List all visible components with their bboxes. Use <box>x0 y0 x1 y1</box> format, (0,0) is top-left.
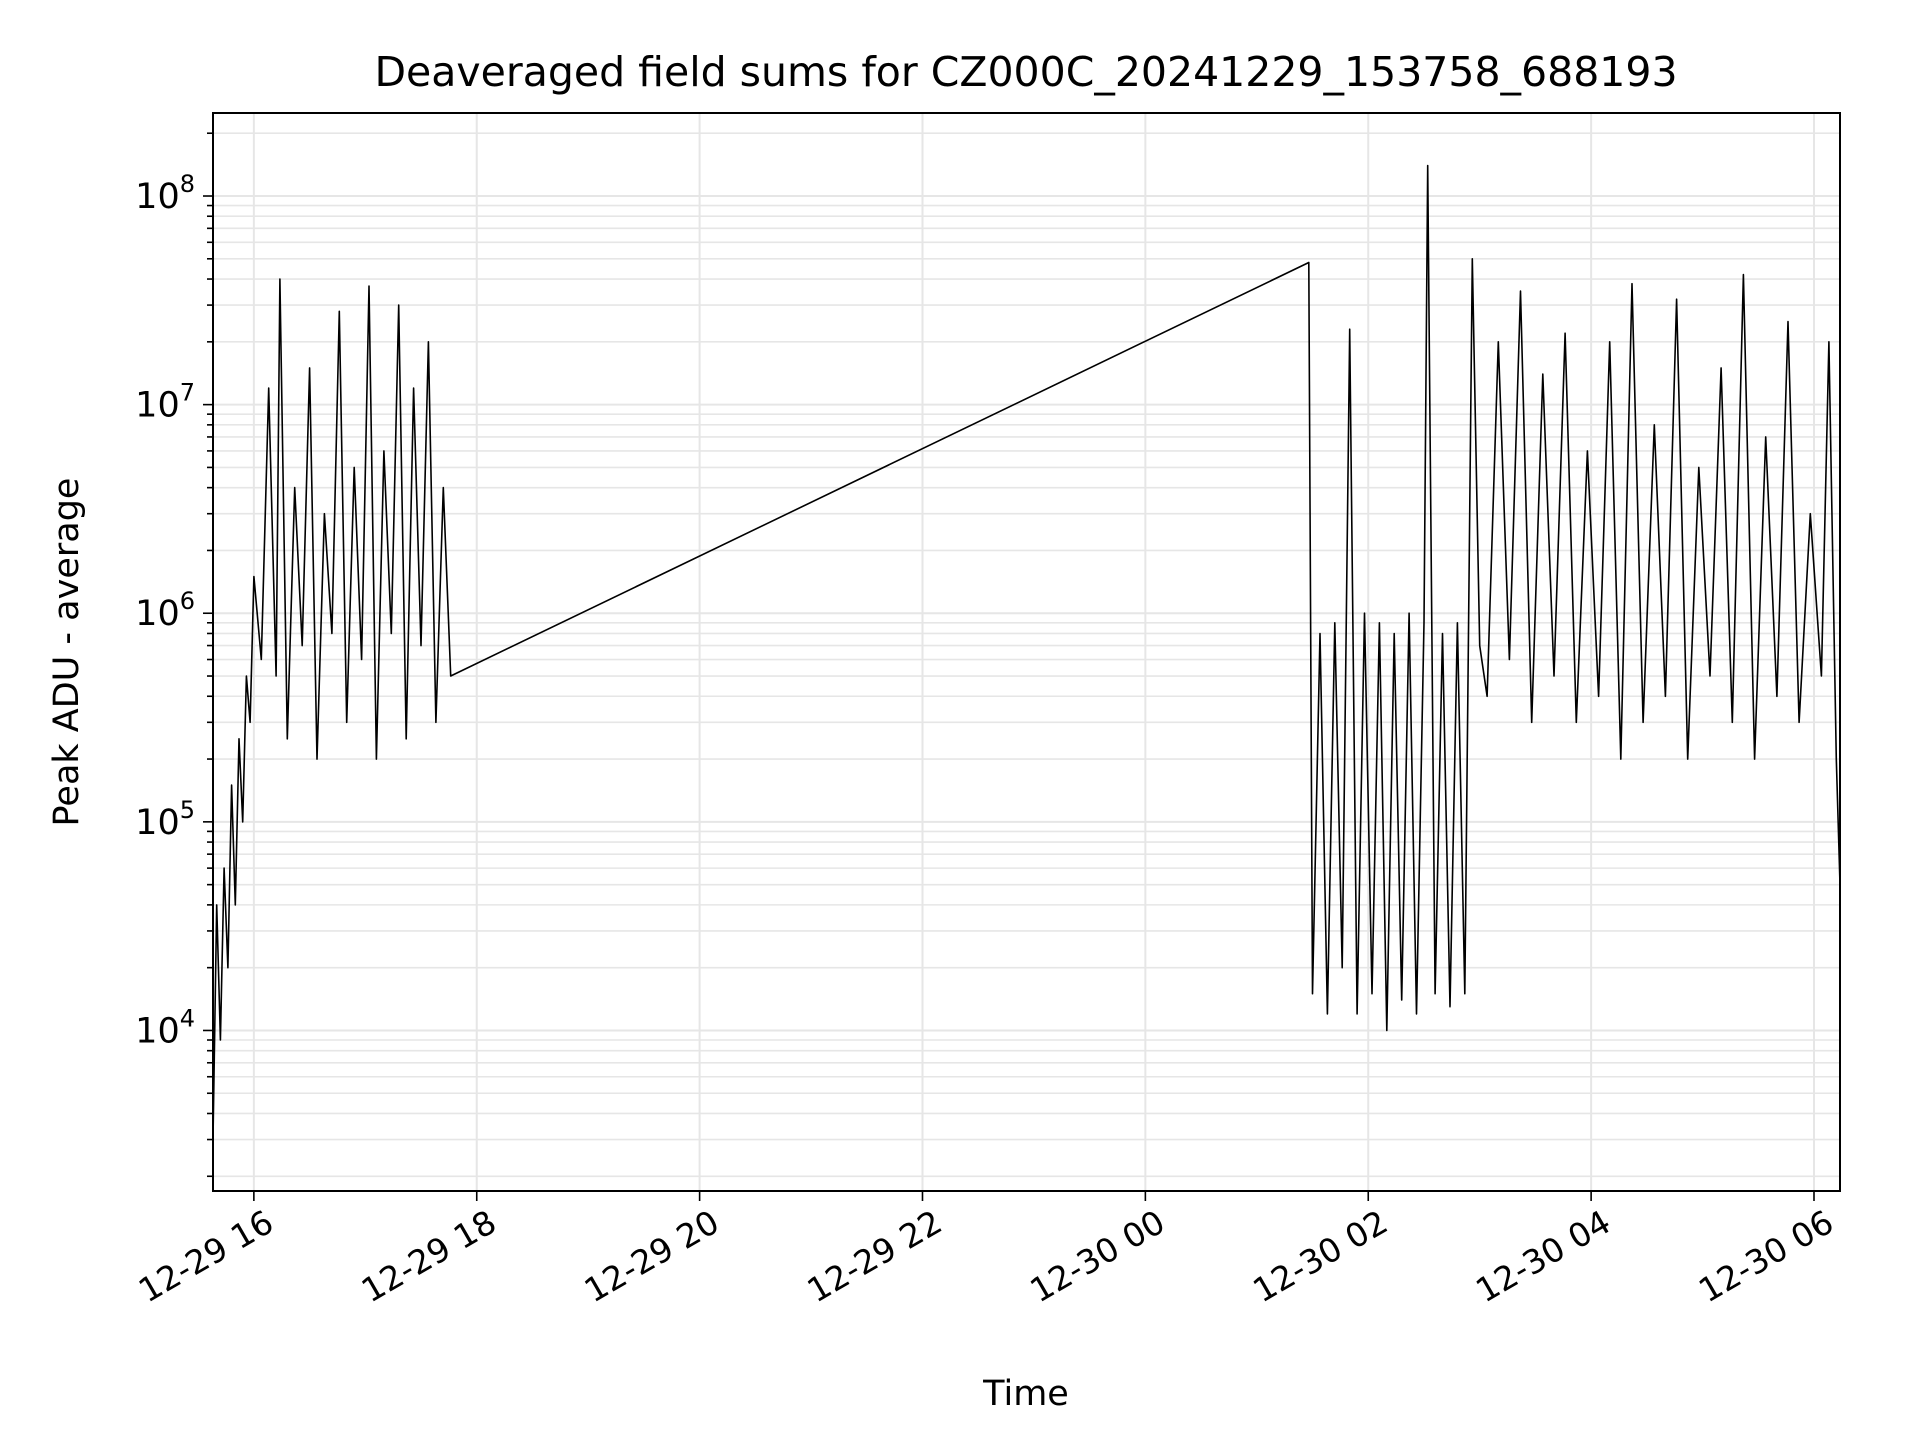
chart-title: Deaveraged field sums for CZ000C_2024122… <box>374 48 1677 96</box>
y-tick-exponent: 4 <box>180 1004 195 1032</box>
y-tick-label: 108 <box>135 170 195 217</box>
y-tick-label: 105 <box>135 796 195 843</box>
y-tick-base: 10 <box>135 803 180 843</box>
y-tick-label: 104 <box>135 1004 195 1051</box>
plot-frame <box>212 112 1841 1192</box>
y-tick-exponent: 6 <box>180 587 195 615</box>
y-tick-label: 107 <box>135 379 195 426</box>
y-tick-exponent: 8 <box>180 170 195 198</box>
series-line <box>212 164 1841 1140</box>
y-tick-exponent: 7 <box>180 379 195 407</box>
y-tick-base: 10 <box>135 177 180 217</box>
y-tick-label: 106 <box>135 587 195 634</box>
grid <box>213 113 1840 1191</box>
x-axis-label: Time <box>982 1374 1069 1414</box>
y-tick-exponent: 5 <box>180 796 195 824</box>
y-tick-base: 10 <box>135 594 180 634</box>
y-tick-base: 10 <box>135 386 180 426</box>
y-axis-label: Peak ADU - average <box>47 478 87 827</box>
y-tick-base: 10 <box>135 1011 180 1051</box>
series-layer <box>212 164 1841 1140</box>
